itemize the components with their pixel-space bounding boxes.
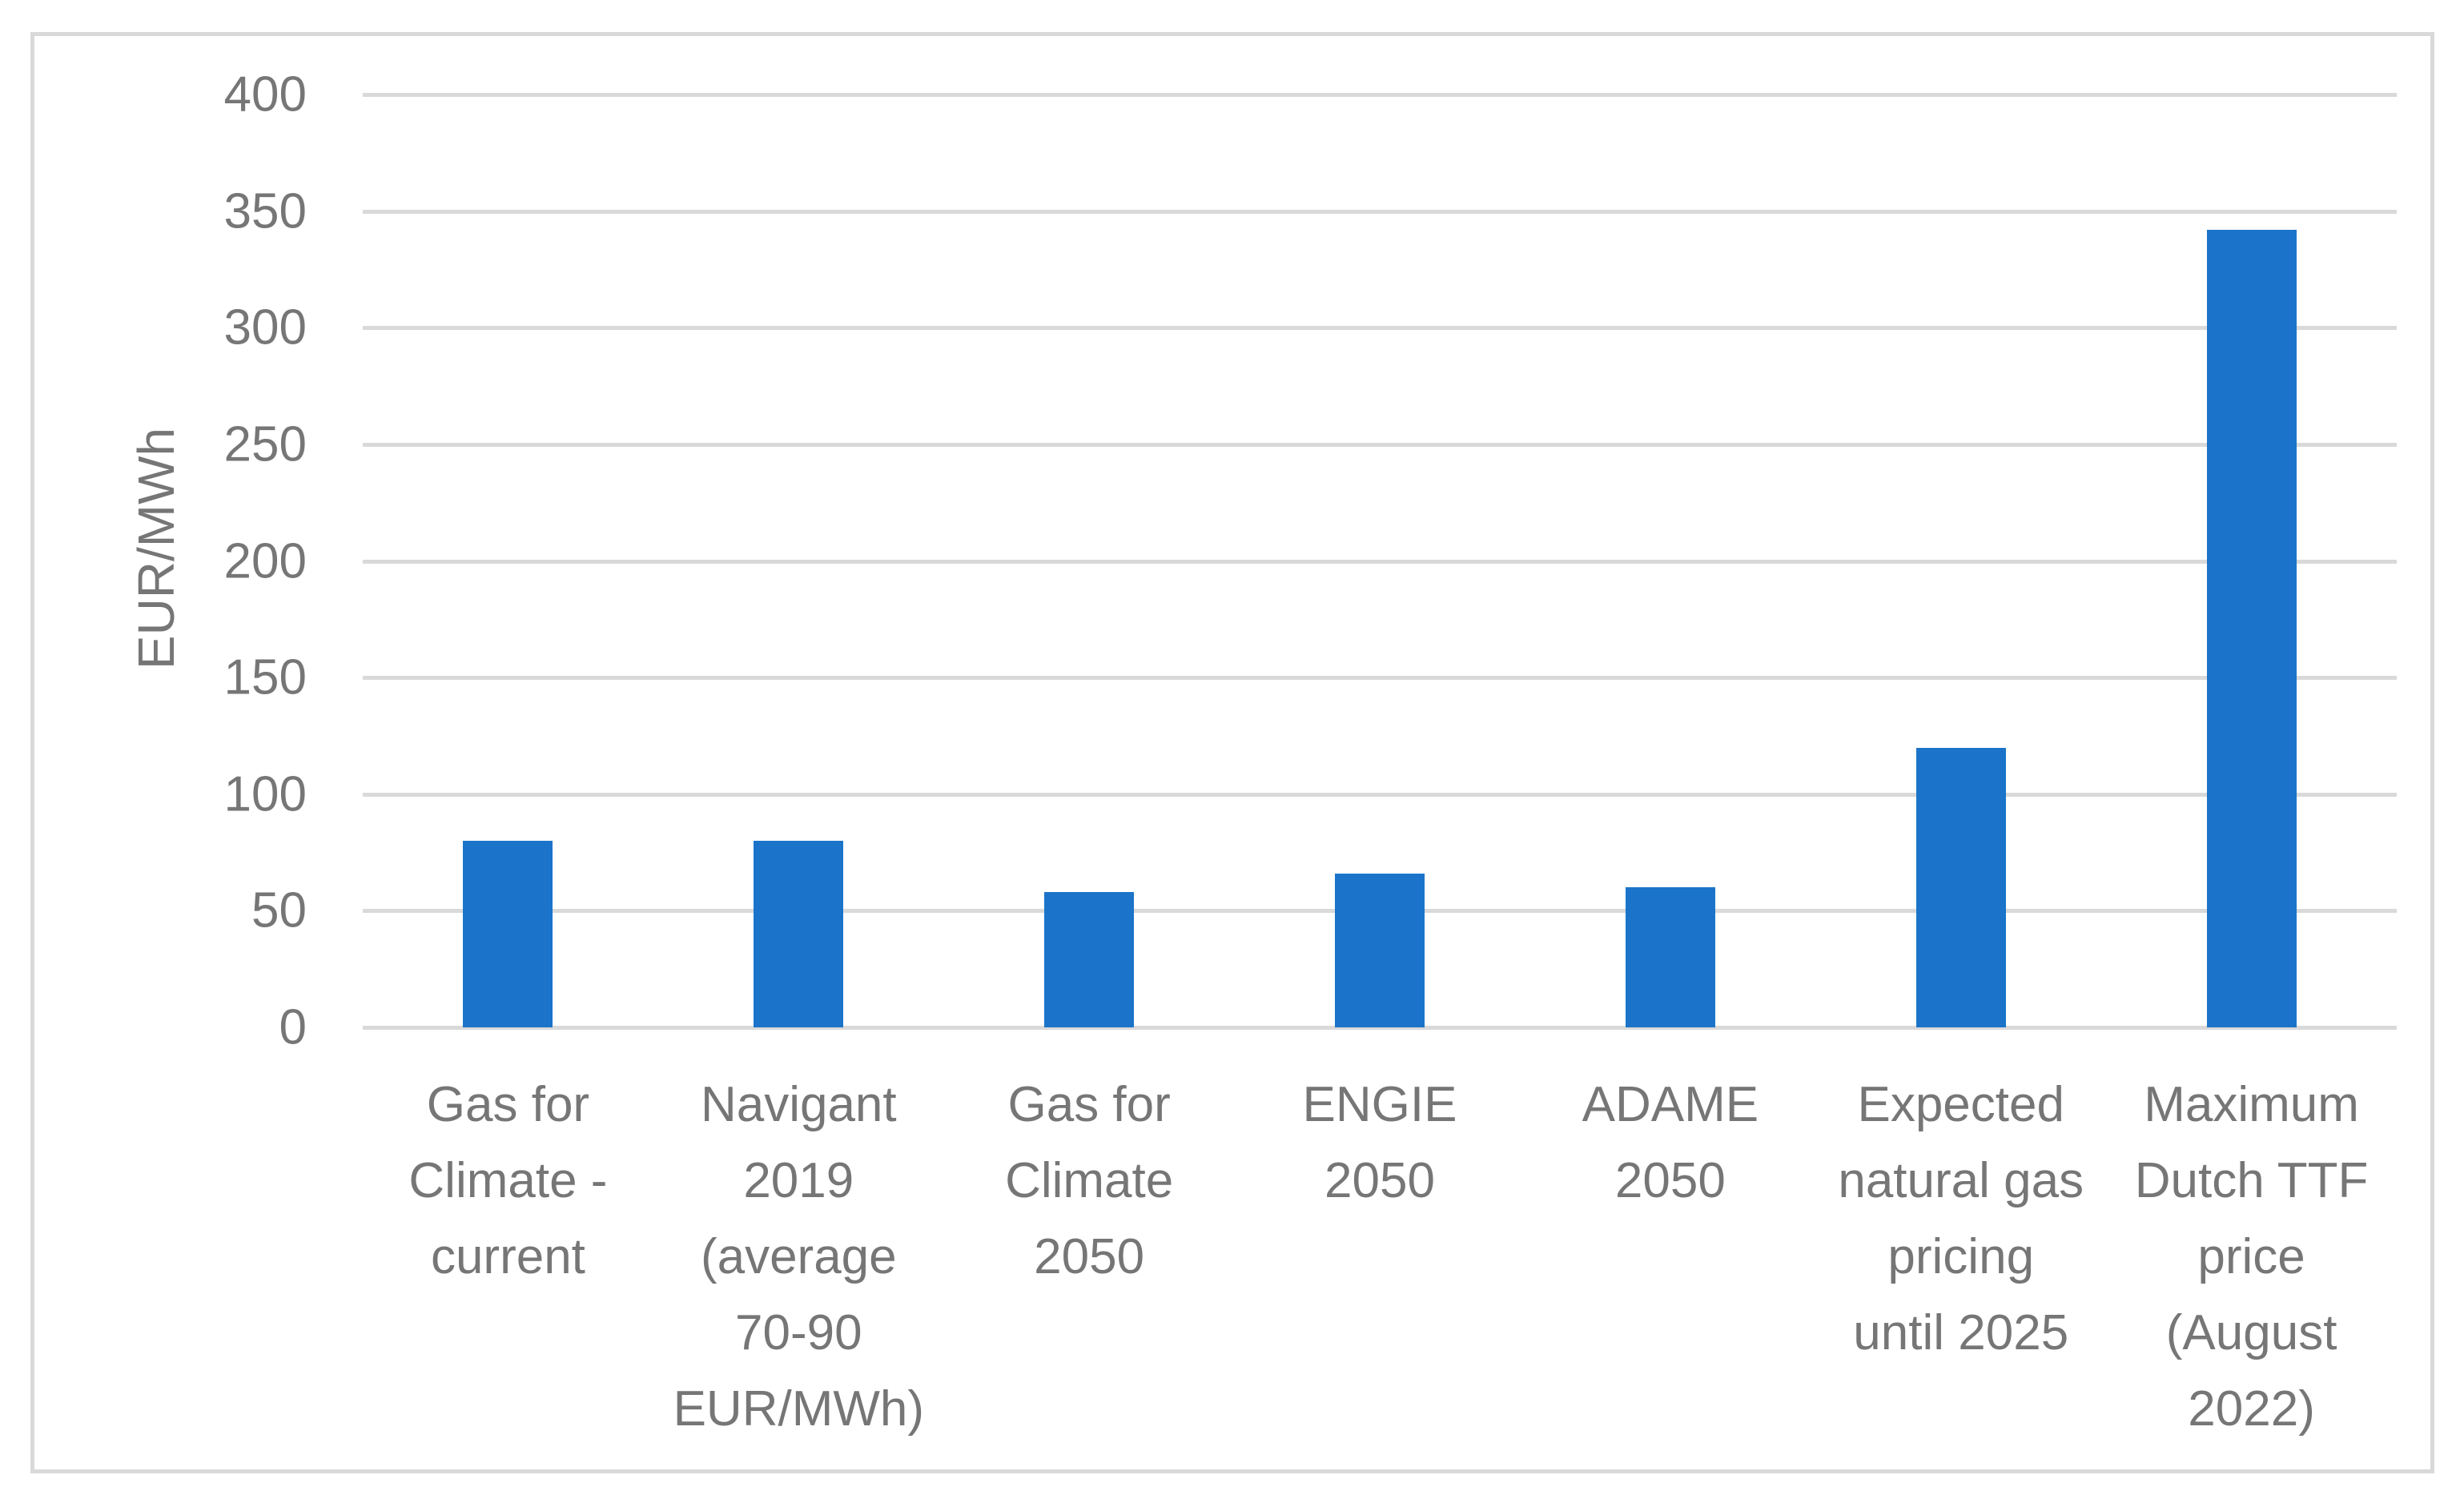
gridline [363, 93, 2397, 97]
bar [463, 841, 553, 1027]
plot-area [363, 93, 2397, 1030]
gridline [363, 442, 2397, 447]
gridline [363, 1026, 2397, 1030]
bar [1044, 892, 1135, 1027]
bar-slot [1525, 94, 1815, 1027]
x-category-label: Gas for Climate - current [408, 1077, 608, 1284]
gridline [363, 559, 2397, 564]
bar-slot [2106, 94, 2397, 1027]
bar-slot [363, 94, 653, 1027]
bar [754, 841, 844, 1027]
gridline [363, 209, 2397, 214]
bar-series [363, 94, 2397, 1027]
y-tick-label: 50 [251, 882, 307, 938]
y-tick-label: 300 [223, 299, 307, 356]
x-category-label: Gas for Climate 2050 [1005, 1077, 1174, 1284]
y-tick-label: 400 [223, 66, 307, 123]
bar [2206, 229, 2297, 1027]
x-axis-category-labels: Gas for Climate - current Navigant 2019 (… [363, 1067, 2397, 1447]
y-tick-label: 200 [223, 533, 307, 589]
y-tick-label: 350 [223, 183, 307, 239]
bar [1625, 887, 1715, 1027]
bar [1915, 747, 2006, 1027]
bar-slot [1235, 94, 1525, 1027]
x-category-label: Expected natural gas pricing until 2025 [1838, 1077, 2084, 1360]
x-category-label: ENGIE 2050 [1302, 1077, 1457, 1208]
y-tick-label: 0 [279, 999, 307, 1055]
y-tick-label: 150 [223, 649, 307, 705]
gridline [363, 792, 2397, 797]
chart-frame [30, 32, 2434, 1473]
x-category-label: ADAME 2050 [1582, 1077, 1759, 1208]
x-category-label: Navigant 2019 (average 70-90 EUR/MWh) [673, 1077, 924, 1437]
y-axis-tick-labels: 0 50 100 150 200 250 300 350 400 [0, 67, 307, 1055]
y-tick-label: 250 [223, 416, 307, 472]
bar-slot [1815, 94, 2106, 1027]
gridline [363, 676, 2397, 681]
bar-slot [944, 94, 1235, 1027]
x-category-label: Maximum Dutch TTF price (August 2022) [2134, 1077, 2369, 1437]
gridline [363, 326, 2397, 331]
bar [1335, 873, 1425, 1027]
y-tick-label: 100 [223, 766, 307, 822]
bar-slot [653, 94, 944, 1027]
